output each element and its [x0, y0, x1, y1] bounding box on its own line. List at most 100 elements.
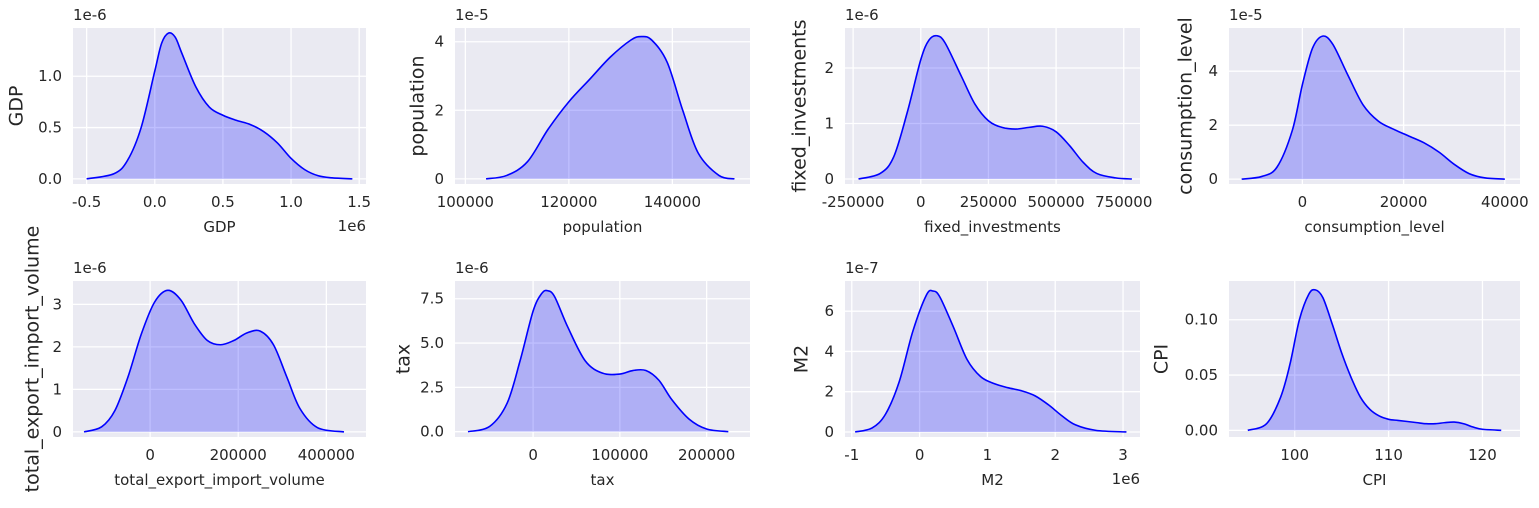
plot-background — [1229, 281, 1520, 437]
y-tick-label: 1 — [824, 114, 834, 132]
y-offset-text: 1e-5 — [455, 6, 489, 24]
y-tick-label: 2.5 — [420, 378, 444, 396]
y-tick-label: 5.0 — [420, 334, 444, 352]
y-tick-label: 0 — [52, 423, 62, 441]
x-tick-label: 0 — [916, 193, 926, 211]
x-tick-label: 200000 — [210, 446, 267, 464]
x-tick-label: 40000 — [1481, 193, 1529, 211]
y-offset-text: 1e-7 — [845, 259, 879, 277]
y-tick-label: 0.0 — [420, 423, 444, 441]
subplot-5: 0 200000 400000 0 1 2 3 total_export_import_vol… — [22, 226, 366, 493]
x-tick-label: 140000 — [644, 193, 701, 211]
y-axis-label: tax — [393, 344, 415, 374]
x-tick-label: 110 — [1374, 446, 1403, 464]
y-tick-label: 4 — [824, 342, 834, 360]
x-tick-label: 120000 — [540, 193, 597, 211]
y-tick-label: 4 — [1208, 62, 1218, 80]
y-axis-label: GDP — [6, 86, 28, 127]
density-line — [1247, 288, 1502, 432]
density-area — [84, 290, 344, 432]
x-axis-label: total_export_import_volume — [114, 471, 324, 490]
x-axis-label: CPI — [1363, 471, 1387, 489]
x-tick-label: 200000 — [678, 446, 735, 464]
density-area — [855, 290, 1127, 432]
y-offset-text: 1e-6 — [73, 6, 107, 24]
x-tick-label: -250000 — [822, 193, 885, 211]
plot-background — [1229, 28, 1520, 184]
x-tick-label: 0.0 — [143, 193, 167, 211]
y-tick-label: 0.5 — [38, 119, 62, 137]
y-tick-label: 4 — [434, 33, 444, 51]
y-tick-label: 6 — [824, 302, 834, 320]
y-axis-label: M2 — [791, 345, 813, 373]
x-offset-text: 1e6 — [1112, 470, 1140, 488]
x-tick-label: 2 — [1050, 446, 1060, 464]
x-axis-label: GDP — [203, 218, 235, 236]
density-area — [486, 36, 735, 179]
x-offset-text: 1e6 — [338, 217, 366, 235]
x-tick-label: 0 — [1298, 193, 1308, 211]
plot-background — [845, 28, 1140, 184]
y-offset-text: 1e-5 — [1229, 6, 1263, 24]
subplot-4: 0 20000 40000 0 2 4 consumption_level consumpti… — [1175, 6, 1529, 237]
x-tick-label: 0 — [145, 446, 155, 464]
density-area — [1241, 35, 1505, 180]
x-tick-label: -1 — [844, 446, 859, 464]
x-axis-label: tax — [591, 471, 615, 489]
y-tick-label: 0.0 — [38, 170, 62, 188]
y-tick-label: 3 — [52, 295, 62, 313]
plot-background — [845, 281, 1140, 437]
y-axis-label: total_export_import_volume — [22, 226, 44, 493]
x-tick-label: 0.5 — [211, 193, 235, 211]
y-tick-label: 0 — [824, 423, 834, 441]
x-tick-label: 750000 — [1095, 193, 1152, 211]
x-axis-label: consumption_level — [1304, 218, 1444, 237]
x-tick-label: 400000 — [298, 446, 355, 464]
y-tick-label: 0 — [1208, 170, 1218, 188]
subplot-8: 100 110 120 0.00 0.05 0.10 CPI CPI — [1151, 281, 1520, 489]
density-area — [468, 290, 729, 432]
y-offset-text: 1e-6 — [845, 6, 879, 24]
x-tick-label: 1.5 — [347, 193, 371, 211]
plot-background — [455, 281, 750, 437]
subplot-7: -1 0 1 2 3 0 2 4 6 M2 M2 1e-7 1e6 — [791, 259, 1140, 489]
y-axis-label: fixed_investments — [789, 19, 811, 192]
density-line — [1241, 35, 1505, 180]
subplot-1: -0.5 0.0 0.5 1.0 1.5 0.0 0.5 1.0 GDP GDP 1e-6 1e6 — [6, 6, 372, 236]
y-axis-label: consumption_level — [1175, 17, 1197, 195]
y-tick-label: 2 — [824, 59, 834, 77]
y-tick-label: 0.10 — [1185, 311, 1218, 329]
plot-background — [73, 28, 366, 184]
density-line — [467, 289, 729, 433]
density-line — [86, 32, 353, 180]
density-line — [83, 289, 345, 433]
x-tick-label: 0 — [528, 446, 538, 464]
x-tick-label: 1 — [983, 446, 993, 464]
x-tick-label: -0.5 — [72, 193, 101, 211]
density-area — [1247, 289, 1502, 431]
x-tick-label: 500000 — [1027, 193, 1084, 211]
density-area — [86, 32, 353, 179]
y-offset-text: 1e-6 — [455, 259, 489, 277]
subplot-3: -250000 0 250000 500000 750000 0 1 2 fixed_inves… — [789, 6, 1153, 237]
y-tick-label: 0 — [434, 170, 444, 188]
y-offset-text: 1e-6 — [73, 259, 107, 277]
y-tick-label: 2 — [434, 101, 444, 119]
y-tick-label: 2 — [824, 383, 834, 401]
density-line — [485, 35, 735, 180]
y-tick-label: 7.5 — [420, 290, 444, 308]
y-tick-label: 0.05 — [1185, 366, 1218, 384]
x-tick-label: 120 — [1468, 446, 1497, 464]
subplot-6: 0 100000 200000 0.0 2.5 5.0 7.5 tax tax 1e-6 — [393, 259, 750, 489]
y-axis-label: population — [407, 55, 429, 156]
subplot-2: 100000 120000 140000 0 2 4 population populatio… — [407, 6, 750, 236]
x-axis-label: M2 — [981, 471, 1004, 489]
x-tick-label: 0 — [915, 446, 925, 464]
y-tick-label: 2 — [1208, 116, 1218, 134]
x-tick-label: 250000 — [960, 193, 1017, 211]
x-axis-label: population — [563, 218, 643, 236]
density-line — [854, 289, 1127, 433]
y-tick-label: 0 — [824, 170, 834, 188]
x-axis-label: fixed_investments — [924, 218, 1061, 237]
